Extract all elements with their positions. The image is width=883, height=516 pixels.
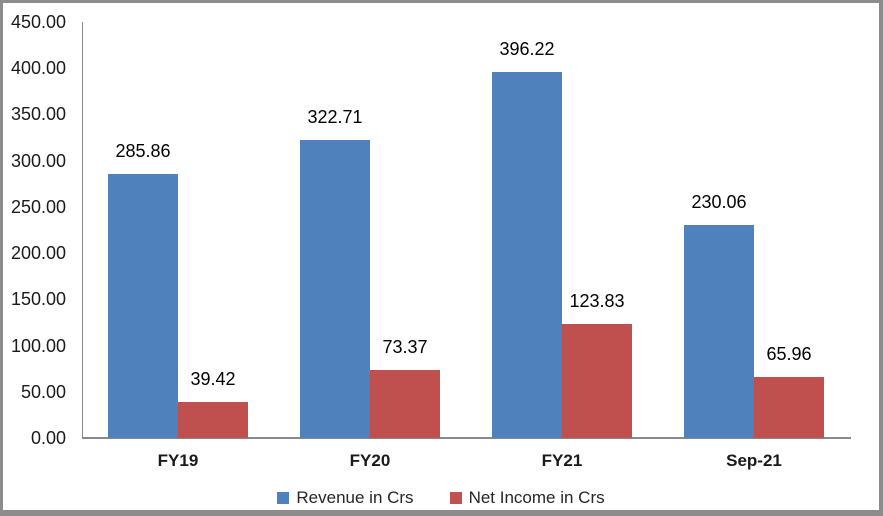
net-income-swatch-icon (449, 492, 462, 504)
y-tick-label-100.00: 100.00 (10, 335, 66, 356)
bar-net-income-fy21 (562, 323, 632, 438)
y-tick-label-300.00: 300.00 (10, 150, 66, 171)
bar-revenue-sep-21 (684, 225, 754, 438)
bar-revenue-fy19 (108, 173, 178, 438)
data-label-net-income-sep-21: 65.96 (766, 344, 812, 365)
bar-net-income-fy20 (370, 370, 440, 438)
x-axis-line (82, 437, 851, 439)
y-tick-label-200.00: 200.00 (10, 243, 66, 264)
legend: Revenue in Crs Net Income in Crs (3, 486, 879, 510)
chart-canvas: 450.00 400.00 350.00 300.00 250.00 200.00 150.… (3, 3, 879, 510)
y-tick-label-350.00: 350.00 (10, 104, 66, 125)
data-label-revenue-fy19: 285.86 (115, 140, 171, 161)
bar-net-income-sep-21 (754, 377, 824, 438)
category-label-fy19: FY19 (157, 451, 199, 470)
y-tick-label-0.00: 0.00 (30, 428, 66, 448)
data-label-net-income-fy19: 39.42 (190, 368, 236, 389)
data-label-revenue-sep-21: 230.06 (691, 192, 747, 213)
data-label-revenue-fy21: 396.22 (499, 38, 555, 59)
legend-label-net-income: Net Income in Crs (468, 488, 605, 507)
bar-net-income-fy19 (178, 401, 248, 438)
category-label-sep-21: Sep-21 (726, 451, 782, 470)
y-axis-line (82, 22, 83, 439)
data-label-net-income-fy21: 123.83 (569, 290, 625, 311)
data-label-revenue-fy20: 322.71 (307, 106, 363, 127)
y-tick-label-50.00: 50.00 (20, 381, 66, 402)
bar-revenue-fy21 (492, 71, 562, 438)
data-label-net-income-fy20: 73.37 (382, 337, 428, 358)
category-label-fy21: FY21 (541, 451, 583, 470)
legend-label-revenue: Revenue in Crs (296, 488, 414, 507)
revenue-swatch-icon (277, 492, 290, 504)
category-label-fy20: FY20 (349, 451, 391, 470)
legend-item-revenue: Revenue in Crs (277, 488, 414, 508)
y-tick-label-250.00: 250.00 (10, 196, 66, 217)
bar-revenue-fy20 (300, 139, 370, 438)
y-tick-label-400.00: 400.00 (10, 58, 66, 79)
y-tick-label-150.00: 150.00 (10, 289, 66, 310)
legend-item-net-income: Net Income in Crs (449, 488, 605, 508)
y-tick-label-450.00: 450.00 (10, 12, 66, 32)
